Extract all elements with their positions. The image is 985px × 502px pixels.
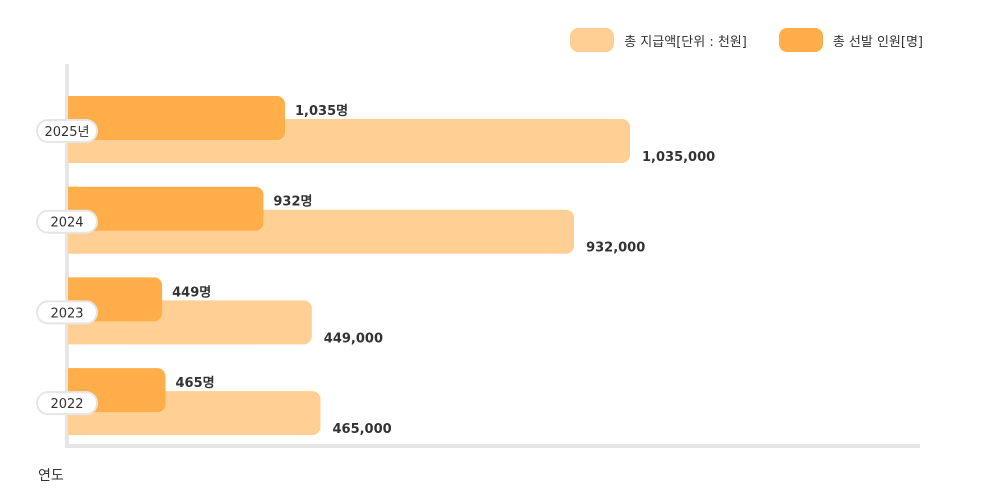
bar-selected-count [68,96,285,140]
data-label-total-amount: 465,000 [332,422,391,437]
category-pill [36,391,98,416]
chart-legend: 총 지급액[단위 : 천원] 총 선발 인원[명] [570,28,923,52]
bar-selected-count-edge [68,96,78,140]
data-label-selected-count: 449명 [172,284,211,300]
legend-item-total-amount: 총 지급액[단위 : 천원] [570,28,747,52]
data-label-selected-count: 465명 [175,375,214,391]
legend-swatch-total-amount [570,28,615,52]
legend-label-selected-count: 총 선발 인원[명] [832,34,923,50]
category-pill [36,209,98,234]
category-pill [36,300,98,325]
legend-label-total-amount: 총 지급액[단위 : 천원] [624,34,747,50]
data-label-total-amount: 449,000 [324,331,383,346]
data-label-total-amount: 932,000 [586,241,645,256]
bar-selected-count-edge [68,186,78,231]
x-axis-label: 연도 [38,468,64,484]
data-label-total-amount: 1,035,000 [642,150,715,165]
bar-selected-count-edge [68,368,78,413]
legend-item-selected-count: 총 선발 인원[명] [778,28,923,52]
bar-selected-count [68,186,264,231]
data-label-selected-count: 932명 [273,194,312,210]
category-tick-label: 2023 [50,306,83,321]
legend-swatch-selected-count [778,28,823,52]
data-label-selected-count: 1,035명 [295,103,348,119]
category-pill [36,119,98,143]
bar-selected-count-edge [68,277,78,322]
category-tick-label: 2024 [50,216,83,231]
category-tick-label: 2025년 [44,125,89,140]
category-tick-label: 2022 [50,397,83,412]
